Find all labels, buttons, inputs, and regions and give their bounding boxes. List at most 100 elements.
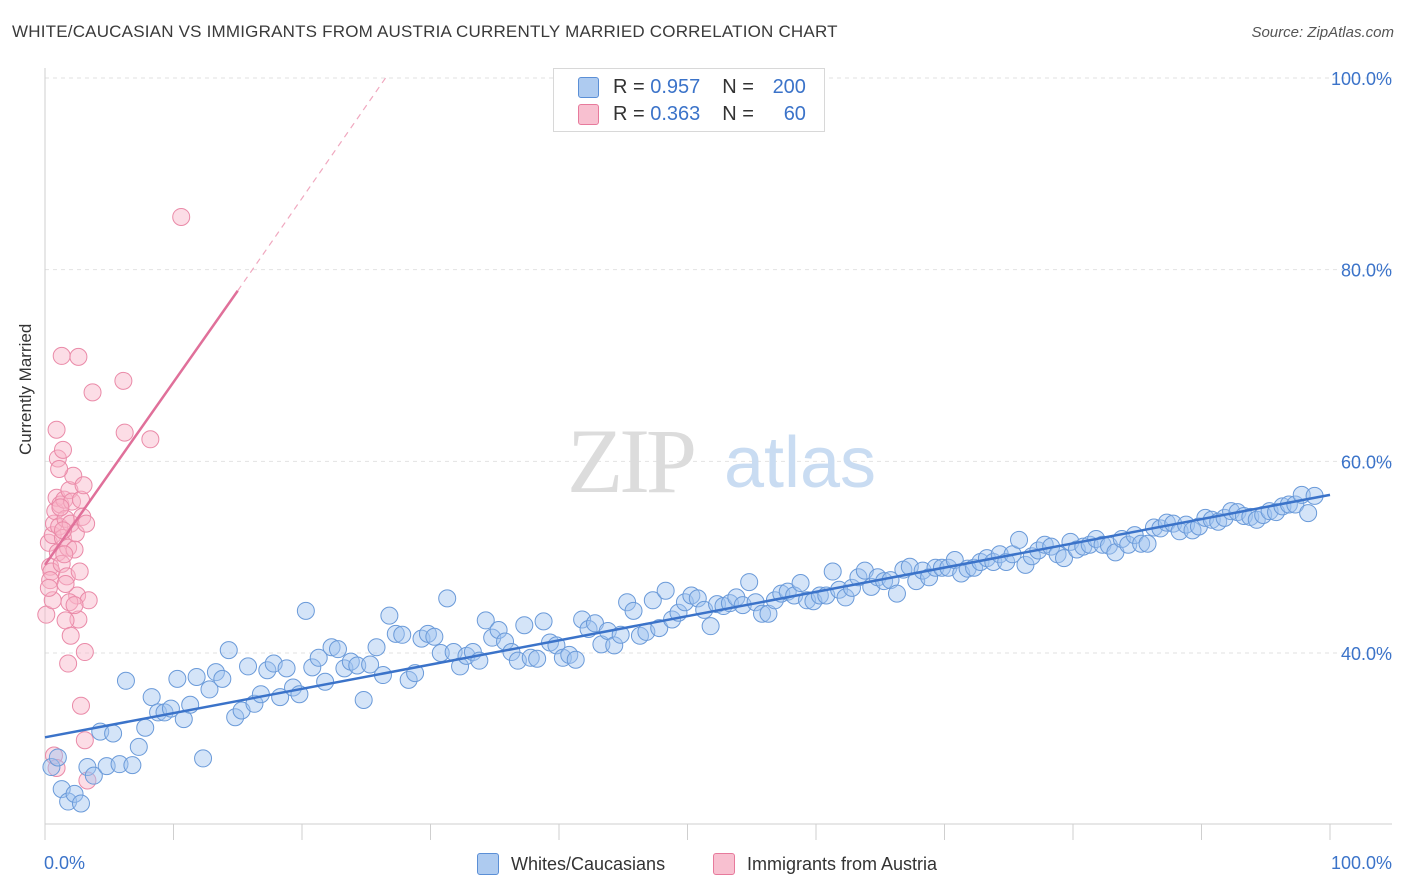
data-point-whites (740, 573, 759, 592)
data-point-whites (277, 659, 296, 678)
trend-line-austria (43, 290, 239, 566)
bottom-legend-whites: Whites/Caucasians (477, 853, 665, 875)
data-point-whites (84, 766, 103, 785)
legend-swatch-blue (578, 76, 599, 98)
data-point-austria (62, 492, 81, 511)
data-point-austria (115, 423, 134, 442)
x-tick-label: 100.0% (1331, 853, 1392, 873)
data-point-austria (47, 420, 66, 439)
data-point-austria (69, 347, 88, 366)
data-point-whites (354, 690, 373, 709)
data-point-whites (361, 655, 380, 674)
data-point-whites (1299, 504, 1318, 523)
data-point-austria (114, 371, 133, 390)
data-point-austria (56, 575, 75, 593)
data-point-austria (65, 540, 84, 559)
data-point-austria (77, 514, 96, 533)
data-point-whites (303, 658, 322, 677)
tick-labels: 40.0% 60.0% 80.0% 100.0% 0.0% 100.0% (44, 69, 1392, 873)
data-point-whites (1132, 534, 1151, 553)
data-point-whites (849, 568, 868, 587)
trend-lines (43, 77, 1331, 739)
data-point-austria (51, 498, 70, 517)
data-point-austria (53, 440, 72, 459)
legend-r-label: R = (613, 75, 645, 98)
data-point-whites (328, 640, 347, 659)
y-tick-label: 40.0% (1341, 644, 1392, 664)
legend-n-label: N = (722, 102, 754, 125)
x-tick-label: 0.0% (44, 853, 85, 873)
data-point-whites (489, 621, 508, 639)
bottom-legend-swatch-blue (477, 853, 499, 875)
data-point-whites (48, 748, 67, 767)
legend-r-label: R = (613, 102, 645, 125)
data-point-austria (172, 207, 191, 226)
data-point-whites (386, 624, 405, 643)
data-point-whites (753, 604, 772, 623)
legend-swatch-pink (578, 103, 599, 125)
data-point-whites (65, 784, 84, 803)
data-point-austria (56, 611, 75, 630)
watermark: ZIP atlas (567, 410, 876, 512)
data-point-austria (70, 562, 89, 581)
data-point-whites (791, 574, 810, 593)
data-point-whites (701, 617, 720, 636)
data-point-austria (61, 514, 80, 533)
data-point-whites (322, 638, 341, 657)
data-point-austria (41, 571, 60, 590)
data-point-whites (521, 648, 540, 667)
data-point-austria (39, 578, 58, 597)
data-point-whites (348, 656, 367, 675)
data-point-whites (624, 601, 643, 620)
data-point-austria (61, 626, 80, 645)
data-point-austria (50, 460, 69, 478)
bottom-legend-swatch-pink (713, 853, 735, 875)
series-whites-points (42, 485, 1324, 813)
data-point-whites (823, 562, 842, 581)
data-point-whites (1119, 535, 1138, 554)
data-point-austria (79, 591, 98, 610)
y-tick-label: 80.0% (1341, 261, 1392, 281)
data-point-whites (104, 724, 123, 743)
data-point-whites (200, 680, 219, 699)
data-point-austria (52, 346, 71, 365)
data-point-whites (836, 588, 855, 607)
data-point-whites (1055, 549, 1074, 568)
data-point-whites (116, 671, 135, 690)
data-point-whites (438, 589, 457, 608)
data-point-whites (206, 663, 225, 682)
data-point-austria (75, 643, 94, 662)
data-point-austria (69, 610, 88, 629)
data-point-whites (239, 657, 258, 676)
data-point-whites (71, 794, 90, 813)
y-tick-label: 100.0% (1331, 69, 1392, 89)
data-point-austria (71, 696, 90, 715)
data-point-whites (643, 591, 662, 610)
stats-legend: R = 0.957 N = 200 R = 0.363 N = 60 (553, 68, 825, 132)
data-point-whites (528, 649, 547, 668)
y-axis-label: Currently Married (16, 323, 35, 455)
data-point-whites (650, 619, 669, 638)
data-point-whites (1138, 534, 1157, 553)
data-point-whites (656, 581, 675, 600)
data-point-whites (123, 756, 142, 775)
grid-lines (45, 77, 1392, 654)
legend-n-value: 200 (772, 75, 806, 98)
data-point-whites (129, 737, 148, 756)
data-point-whites (142, 688, 161, 707)
data-point-whites (515, 616, 534, 635)
bottom-legend-label: Whites/Caucasians (511, 853, 666, 874)
data-point-whites (136, 718, 155, 737)
data-point-whites (194, 749, 213, 768)
data-point-whites (1010, 530, 1029, 549)
legend-n-label: N = (722, 75, 754, 98)
trend-line-austria-extension (237, 77, 387, 292)
bottom-legend-austria: Immigrants from Austria (713, 853, 937, 875)
data-point-austria (75, 731, 94, 750)
y-tick-label: 60.0% (1341, 452, 1392, 472)
data-point-whites (316, 672, 335, 691)
chart-title: WHITE/CAUCASIAN VS IMMIGRANTS FROM AUSTR… (12, 22, 838, 41)
data-point-whites (219, 641, 238, 660)
legend-r-value: 0.363 (650, 102, 701, 125)
